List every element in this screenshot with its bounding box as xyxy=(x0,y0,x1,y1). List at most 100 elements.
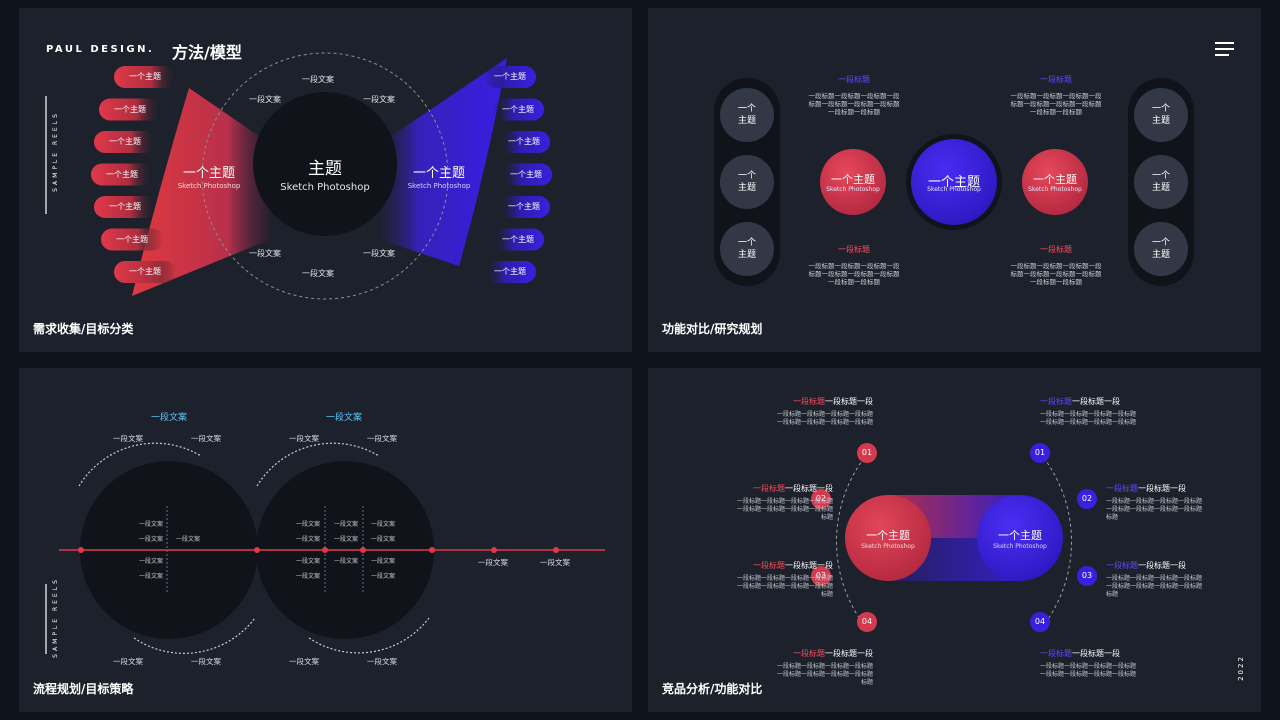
block-line: 一段标题一段标题一段标题一段 xyxy=(808,92,900,100)
item-line: 一段标题一段标题一段标题一段标题 xyxy=(1040,411,1137,418)
right-topic-pill[interactable] xyxy=(498,196,550,218)
right-topic-pill-label[interactable]: 一个主题 xyxy=(508,202,540,211)
timeline-node[interactable] xyxy=(491,547,497,553)
highlight-text: 一段标题 xyxy=(1040,649,1072,658)
right-topic-pill-label[interactable]: 一个主题 xyxy=(510,169,542,179)
side-label: SAMPLE REELS xyxy=(51,577,59,658)
highlight-text: 一段标题 xyxy=(1106,561,1138,570)
item-line: 标题 xyxy=(860,679,873,686)
left-topic-pill-label[interactable]: 一个主题 xyxy=(114,104,146,114)
item-line: 标题 xyxy=(1106,514,1119,521)
left-step-badge[interactable] xyxy=(857,612,877,632)
right-step-number[interactable]: 04 xyxy=(1034,617,1046,626)
right-step-badge[interactable] xyxy=(1030,612,1050,632)
left-chip-label[interactable]: 一个主题 xyxy=(737,238,756,260)
right-chip-label[interactable]: 一个主题 xyxy=(1151,104,1170,126)
right-topic-pill[interactable] xyxy=(498,131,550,153)
right-fan xyxy=(381,58,507,266)
left-step-number[interactable]: 01 xyxy=(861,448,873,457)
right-step-badge[interactable] xyxy=(1030,443,1050,463)
left-topic-pill-label[interactable]: 一个主题 xyxy=(106,169,138,179)
right-chip-label[interactable]: 一个主题 xyxy=(1151,171,1170,193)
timeline-node[interactable] xyxy=(254,547,260,553)
left-item: 一段标题一段标题一段 一段标题一段标题一段标题一段标题 一段标题一段标题一段标题一段… xyxy=(728,648,873,687)
item-line: 一段标题一段标题一段标题一段标题 xyxy=(776,671,873,678)
top-label: 一段文案 xyxy=(367,434,397,443)
right-topic-pill[interactable] xyxy=(484,261,536,283)
right-chip-label[interactable]: 一个主题 xyxy=(1151,238,1170,260)
left-topic-pill-label[interactable]: 一个主题 xyxy=(116,234,148,244)
left-topic-pill[interactable] xyxy=(94,196,156,218)
highlight-text: 一段标题 xyxy=(1040,397,1072,406)
page-heading: 方法/模型 xyxy=(172,43,242,62)
left-topic-pill[interactable] xyxy=(114,261,176,283)
left-topic-subtitle: Sketch Photoshop xyxy=(861,543,915,550)
block-line: 标题一段标题一段标题一段标题 xyxy=(808,270,900,278)
bottom-label: 一段文案 xyxy=(113,657,143,666)
phase-item: 一段文案 xyxy=(176,536,201,543)
timeline-node[interactable] xyxy=(78,547,84,553)
left-topic-pill-label[interactable]: 一个主题 xyxy=(129,72,161,81)
left-step-number[interactable]: 04 xyxy=(861,617,873,626)
hamburger-icon[interactable] xyxy=(1215,42,1234,56)
left-topic-pill[interactable] xyxy=(91,163,153,186)
left-step-number[interactable]: 02 xyxy=(815,494,827,503)
right-step-number[interactable]: 01 xyxy=(1034,448,1046,457)
fan-diagram xyxy=(45,52,552,300)
right-topic-pill-label[interactable]: 一个主题 xyxy=(502,104,534,114)
left-topic-pill[interactable] xyxy=(94,131,156,153)
left-step-badge[interactable] xyxy=(811,566,831,586)
timeline-node[interactable] xyxy=(322,547,328,553)
left-topic-pill-label[interactable]: 一个主题 xyxy=(109,202,141,211)
right-step-number[interactable]: 02 xyxy=(1081,494,1093,503)
left-item-title: 一段标题一段标题一段 xyxy=(728,648,873,659)
left-step-badge[interactable] xyxy=(811,489,831,509)
right-chip[interactable] xyxy=(1134,88,1188,142)
right-step-badge[interactable] xyxy=(1077,566,1097,586)
left-chip[interactable] xyxy=(720,155,774,209)
highlight-text: 一段标题 xyxy=(753,561,785,570)
left-chip[interactable] xyxy=(720,88,774,142)
block-title: 一段标题 xyxy=(1040,75,1072,84)
item-line: 一段标题一段标题一段标题一段标题 xyxy=(1040,663,1137,670)
left-fan-subtitle: Sketch Photoshop xyxy=(177,182,241,190)
left-topic-pill[interactable] xyxy=(114,66,176,88)
left-fan xyxy=(132,88,269,296)
right-chip[interactable] xyxy=(1134,155,1188,209)
left-chip-label[interactable]: 一个主题 xyxy=(737,104,756,126)
right-step-number[interactable]: 03 xyxy=(1081,571,1093,580)
timeline-node[interactable] xyxy=(360,547,366,553)
right-topic-pill-label[interactable]: 一个主题 xyxy=(494,267,526,276)
timeline-node[interactable] xyxy=(429,547,435,553)
left-topic-title: 一个主题 xyxy=(866,529,910,542)
left-step-badge[interactable] xyxy=(857,443,877,463)
bottom-label: 一段文案 xyxy=(367,657,397,666)
left-item: 一段标题一段标题一段 一段标题一段标题一段标题一段标题 一段标题一段标题一段标题一段… xyxy=(688,483,833,522)
left-topic-pill[interactable] xyxy=(99,98,161,121)
right-topic-pill[interactable] xyxy=(500,163,552,186)
right-chip[interactable] xyxy=(1134,222,1188,276)
phase-item: 一段文案 xyxy=(139,536,164,543)
right-topic-pill-label[interactable]: 一个主题 xyxy=(508,137,540,146)
timeline-node[interactable] xyxy=(553,547,559,553)
right-topic-pill-label[interactable]: 一个主题 xyxy=(494,72,526,81)
left-topic-pill[interactable] xyxy=(101,228,163,251)
brand-logo: PAUL DESIGN. xyxy=(46,44,155,55)
left-chip-label[interactable]: 一个主题 xyxy=(737,171,756,193)
dashed-ring xyxy=(201,52,449,300)
title-text: 一段标题一段 xyxy=(1072,397,1120,406)
phase-item: 一段文案 xyxy=(296,521,321,528)
left-chip[interactable] xyxy=(720,222,774,276)
phase-heading: 一段文案 xyxy=(150,413,187,423)
right-step-badge[interactable] xyxy=(1077,489,1097,509)
right-topic-pill[interactable] xyxy=(492,228,544,251)
left-step-number[interactable]: 03 xyxy=(815,571,827,580)
left-topic-pill-label[interactable]: 一个主题 xyxy=(129,267,161,276)
right-topic-pill[interactable] xyxy=(492,98,544,121)
left-item-title: 一段标题一段标题一段 xyxy=(688,560,833,571)
right-topic-pill[interactable] xyxy=(484,66,536,88)
caption: 流程规划/目标策略 xyxy=(33,682,134,696)
center-topic-circle xyxy=(911,139,997,225)
right-topic-pill-label[interactable]: 一个主题 xyxy=(502,234,534,244)
left-topic-pill-label[interactable]: 一个主题 xyxy=(109,137,141,146)
